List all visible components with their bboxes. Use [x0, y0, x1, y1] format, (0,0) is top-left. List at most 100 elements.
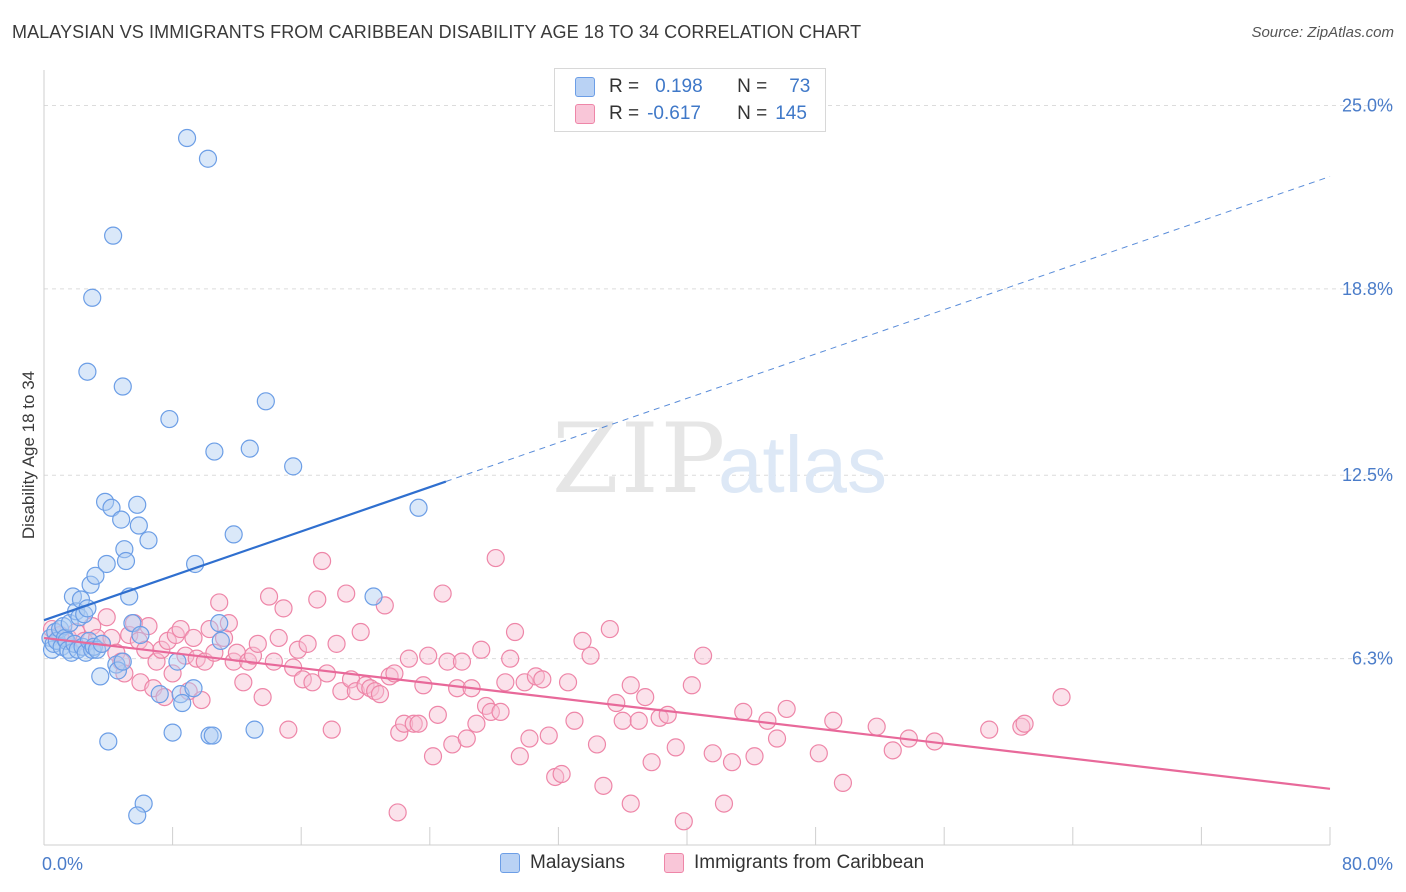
legend-r-value: 0.198 — [655, 76, 703, 97]
x-tick-label-max: 80.0% — [1342, 854, 1393, 874]
malaysian-trend-line — [43, 480, 447, 622]
malaysian-point — [409, 498, 428, 517]
caribbean-point — [184, 628, 203, 648]
malaysian-point — [83, 640, 102, 659]
caribbean-point — [745, 747, 764, 766]
caribbean-point — [674, 812, 693, 831]
caribbean-point — [703, 744, 722, 763]
caribbean-point — [317, 664, 337, 683]
caribbean-point — [253, 687, 272, 707]
malaysian-point — [284, 457, 303, 476]
caribbean-point — [666, 738, 685, 757]
caribbean-point — [390, 723, 409, 742]
caribbean-point — [539, 726, 558, 745]
caribbean-point — [510, 747, 529, 766]
malaysian-point — [97, 554, 116, 574]
caribbean-point — [587, 735, 607, 754]
caribbean-point — [361, 679, 380, 698]
y-tick-label: 18.8% — [1342, 279, 1393, 299]
caribbean-point — [332, 682, 351, 701]
caribbean-point — [428, 705, 447, 724]
malaysian-trend-line-extension — [445, 176, 1331, 483]
watermark-atlas: atlas — [718, 420, 887, 509]
caribbean-point — [714, 794, 734, 813]
bottom-legend-malaysians: Malaysians — [500, 852, 625, 874]
caribbean-point — [467, 714, 486, 733]
caribbean-point — [565, 711, 584, 730]
malaysian-point — [81, 575, 100, 594]
caribbean-point — [777, 699, 796, 719]
legend-n-label: N = — [737, 76, 768, 97]
caribbean-point — [234, 673, 253, 692]
caribbean-point — [505, 622, 525, 642]
malaysian-point — [113, 652, 132, 671]
caribbean-point — [621, 676, 640, 695]
caribbean-point — [366, 682, 385, 701]
legend-n-value: 73 — [789, 76, 811, 97]
bottom-legend-label: Immigrants from Caribbean — [694, 852, 925, 873]
malaysian-point — [364, 587, 383, 606]
caribbean-point — [883, 741, 902, 760]
malaysian-point — [245, 720, 264, 739]
caribbean-point — [501, 649, 520, 668]
y-tick-label: 12.5% — [1342, 465, 1393, 485]
y-axis-label: Disability Age 18 to 34 — [19, 371, 38, 539]
malaysian-point — [129, 516, 148, 535]
legend-swatch-blue — [575, 77, 595, 97]
caribbean-point — [486, 548, 505, 568]
bottom-legend-caribbean: Immigrants from Caribbean — [664, 852, 924, 874]
caribbean-point — [200, 619, 219, 639]
caribbean-point — [356, 676, 375, 695]
legend-n-label: N = — [737, 103, 768, 124]
malaysian-point — [128, 495, 147, 514]
bottom-legend: Malaysians Immigrants from Caribbean — [0, 852, 1406, 878]
legend-n-value: 145 — [775, 103, 807, 124]
caribbean-point — [515, 673, 534, 692]
caribbean-point — [312, 551, 332, 571]
caribbean-point — [734, 702, 753, 721]
caribbean-point — [388, 803, 407, 822]
malaysian-point — [139, 531, 158, 550]
malaysian-point — [102, 498, 121, 517]
caribbean-point — [1012, 717, 1031, 736]
caribbean-point — [409, 714, 428, 733]
caribbean-point — [809, 744, 828, 763]
caribbean-point — [693, 646, 713, 665]
caribbean-point — [97, 608, 116, 627]
malaysian-point — [168, 652, 187, 671]
legend-row-malaysians: R = 0.198 N = 73 — [575, 75, 810, 99]
legend-r-label: R = — [609, 76, 640, 97]
malaysian-point — [128, 806, 147, 825]
caribbean-point — [308, 590, 327, 609]
caribbean-point — [433, 584, 452, 603]
caribbean-point — [269, 628, 288, 648]
caribbean-point — [481, 702, 500, 721]
caribbean-point — [472, 640, 491, 659]
bottom-legend-swatch-blue — [500, 853, 520, 873]
caribbean-point — [833, 773, 853, 792]
caribbean-point — [166, 625, 185, 645]
caribbean-point — [438, 652, 457, 671]
malaysian-point — [113, 377, 132, 396]
caribbean-point — [758, 711, 777, 730]
malaysian-point — [83, 288, 102, 307]
caribbean-point — [370, 685, 390, 704]
caribbean-point — [867, 717, 886, 736]
malaysian-point — [131, 625, 150, 645]
malaysian-point — [173, 693, 192, 713]
caribbean-point — [607, 693, 626, 713]
chart-title: MALAYSIAN VS IMMIGRANTS FROM CARIBBEAN D… — [12, 22, 862, 42]
caribbean-point — [163, 664, 182, 683]
malaysian-point — [177, 128, 197, 148]
malaysian-point — [50, 619, 70, 639]
caribbean-point — [520, 729, 539, 748]
malaysian-point — [60, 614, 79, 633]
caribbean-point — [594, 776, 613, 795]
malaysian-point — [184, 679, 203, 698]
malaysian-point — [78, 362, 97, 381]
malaysian-point — [210, 614, 229, 633]
caribbean-point — [658, 705, 677, 724]
caribbean-point — [1052, 687, 1071, 707]
caribbean-point — [210, 593, 229, 612]
x-tick-label-min: 0.0% — [42, 854, 83, 874]
